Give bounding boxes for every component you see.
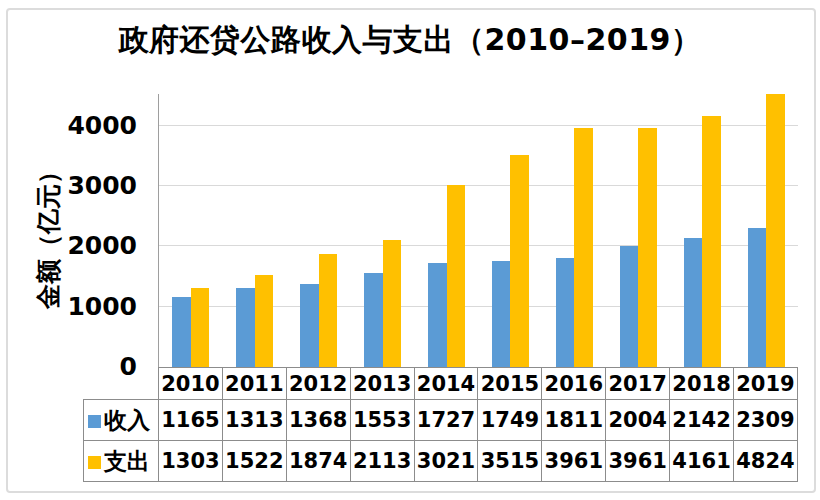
bar-income-2012 <box>300 284 319 367</box>
category-slot-2010 <box>159 94 223 367</box>
year-header-cell-2011: 2011 <box>222 368 286 400</box>
category-slot-2018 <box>670 94 734 367</box>
bar-income-2011 <box>236 288 255 367</box>
series-name-expense: 支出 <box>104 446 150 477</box>
category-slot-2014 <box>415 94 479 367</box>
bar-expense-2017 <box>638 128 657 367</box>
value-cell-expense-2010: 1303 <box>159 441 223 482</box>
value-cell-income-2010: 1165 <box>159 400 223 441</box>
bar-income-2016 <box>556 258 575 367</box>
bar-expense-2010 <box>191 288 210 367</box>
category-slot-2019 <box>734 94 798 367</box>
value-cell-expense-2014: 3021 <box>414 441 478 482</box>
value-cell-expense-2011: 1522 <box>222 441 286 482</box>
category-slot-2016 <box>542 94 606 367</box>
category-slot-2011 <box>223 94 287 367</box>
bar-expense-2015 <box>510 155 529 367</box>
y-tick-label-3000: 3000 <box>7 172 137 200</box>
y-tick-label-1000: 1000 <box>7 293 137 321</box>
value-cell-expense-2019: 4824 <box>734 441 798 482</box>
bar-income-2019 <box>748 228 767 367</box>
legend-swatch-expense <box>88 456 101 469</box>
year-header-cell-2015: 2015 <box>478 368 542 400</box>
value-cell-expense-2017: 3961 <box>606 441 670 482</box>
table-year-row: 2010201120122013201420152016201720182019 <box>84 368 798 400</box>
value-cell-income-2012: 1368 <box>286 400 350 441</box>
category-slot-2013 <box>351 94 415 367</box>
year-header-cell-2012: 2012 <box>286 368 350 400</box>
data-table: 2010201120122013201420152016201720182019… <box>83 367 798 482</box>
y-tick-label-2000: 2000 <box>7 232 137 260</box>
bar-expense-2012 <box>319 254 338 367</box>
year-header-cell-2019: 2019 <box>734 368 798 400</box>
category-slot-2017 <box>606 94 670 367</box>
value-cell-income-2011: 1313 <box>222 400 286 441</box>
chart-title: 政府还贷公路收入与支出（2010–2019） <box>0 20 820 61</box>
plot-area <box>158 94 798 367</box>
series-label-cell-expense: 支出 <box>84 441 159 482</box>
category-slot-2015 <box>479 94 543 367</box>
year-header-cell-2014: 2014 <box>414 368 478 400</box>
year-header-cell-2010: 2010 <box>159 368 223 400</box>
bar-expense-2013 <box>383 240 402 367</box>
bar-expense-2016 <box>574 128 593 367</box>
y-tick-label-4000: 4000 <box>7 112 137 140</box>
series-label-income: 收入 <box>84 405 158 436</box>
bar-expense-2018 <box>702 116 721 367</box>
value-cell-expense-2013: 2113 <box>350 441 414 482</box>
value-cell-income-2019: 2309 <box>734 400 798 441</box>
table-row-income: 收入 11651313136815531727174918112004214223… <box>84 400 798 441</box>
value-cell-income-2017: 2004 <box>606 400 670 441</box>
year-header-cell-2016: 2016 <box>542 368 606 400</box>
value-cell-income-2016: 1811 <box>542 400 606 441</box>
year-header-cell-2018: 2018 <box>670 368 734 400</box>
bar-expense-2014 <box>447 185 466 367</box>
series-name-income: 收入 <box>104 405 150 436</box>
value-cell-expense-2018: 4161 <box>670 441 734 482</box>
value-cell-income-2018: 2142 <box>670 400 734 441</box>
value-cell-expense-2012: 1874 <box>286 441 350 482</box>
table-row-expense: 支出13031522187421133021351539613961416148… <box>84 441 798 482</box>
bar-income-2018 <box>684 238 703 367</box>
bar-income-2017 <box>620 246 639 367</box>
value-cell-income-2015: 1749 <box>478 400 542 441</box>
bar-income-2013 <box>364 273 383 367</box>
series-label-cell-income: 收入 <box>84 400 159 441</box>
bar-expense-2011 <box>255 275 274 367</box>
series-label-expense: 支出 <box>84 446 158 477</box>
bar-income-2014 <box>428 263 447 367</box>
value-cell-expense-2016: 3961 <box>542 441 606 482</box>
year-header-cell-2013: 2013 <box>350 368 414 400</box>
table-corner-cell <box>84 368 159 400</box>
value-cell-income-2014: 1727 <box>414 400 478 441</box>
year-header-cell-2017: 2017 <box>606 368 670 400</box>
category-slot-2012 <box>287 94 351 367</box>
legend-swatch-income <box>88 415 101 428</box>
value-cell-expense-2015: 3515 <box>478 441 542 482</box>
bar-expense-2019 <box>766 94 785 367</box>
bar-income-2010 <box>172 297 191 367</box>
value-cell-income-2013: 1553 <box>350 400 414 441</box>
bar-income-2015 <box>492 261 511 367</box>
